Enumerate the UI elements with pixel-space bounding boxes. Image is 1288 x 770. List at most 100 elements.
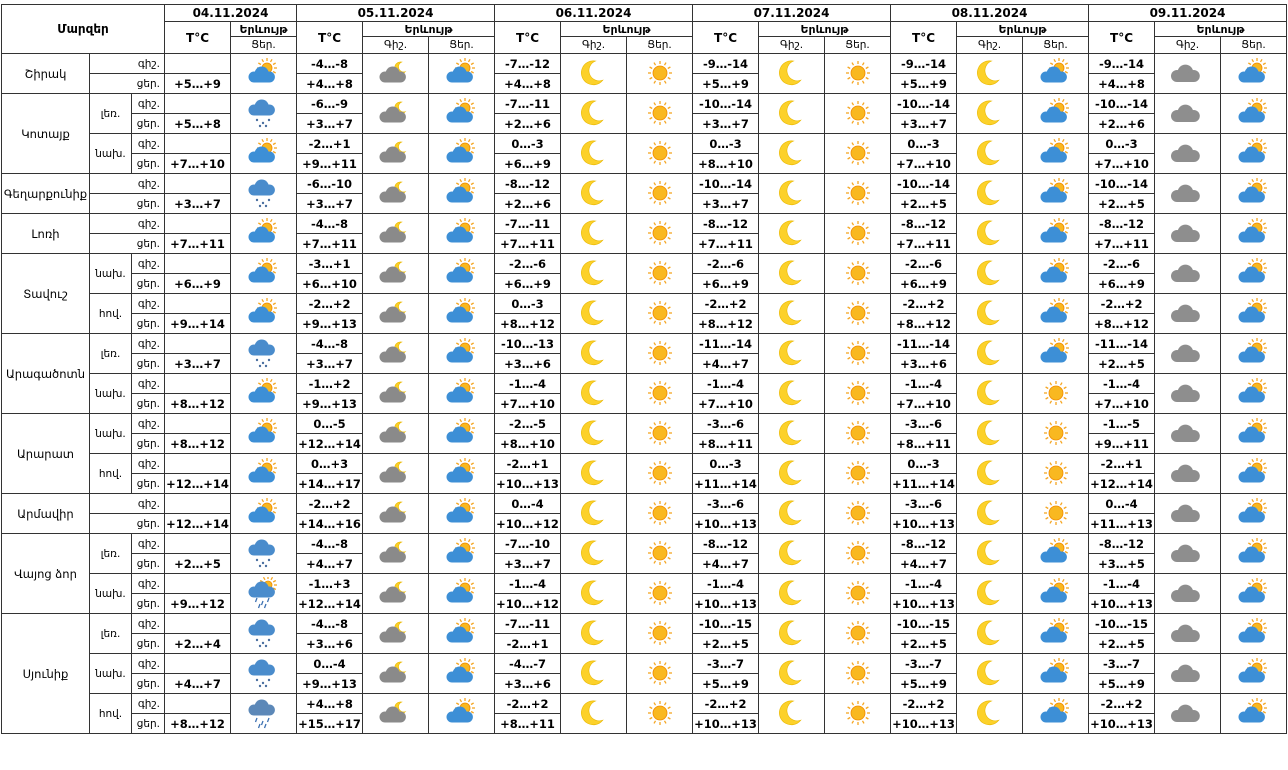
sun bbox=[845, 540, 870, 565]
weather-icon bbox=[647, 60, 672, 85]
icon-cell bbox=[1154, 173, 1222, 214]
weather-icon bbox=[1238, 497, 1267, 522]
ray bbox=[1044, 476, 1049, 480]
icon-cell bbox=[230, 333, 298, 374]
zone: լեռ. bbox=[89, 613, 132, 654]
night-row: Արարատ նախ. գիշ. 0…-5 -2…-5 -3…-6 -3…-6 -1…-5 bbox=[1, 413, 1288, 494]
cloud bbox=[379, 226, 406, 242]
ray bbox=[1262, 101, 1266, 105]
ray bbox=[470, 541, 474, 545]
temp: -10…-14 bbox=[1088, 173, 1156, 194]
ray bbox=[1247, 661, 1251, 665]
icon-cell bbox=[1154, 573, 1222, 614]
ray bbox=[846, 116, 851, 120]
icon-cell bbox=[824, 173, 892, 214]
sun-disc bbox=[652, 665, 667, 680]
temp: +3…+6 bbox=[296, 633, 364, 654]
ray bbox=[1064, 701, 1068, 705]
day-row: ցեր. +6…+9 +6…+10 +6…+9 +6…+9 +6…+9 +6…+9 bbox=[2, 273, 1287, 294]
cloud-part bbox=[253, 668, 269, 675]
icon-cell bbox=[1022, 293, 1090, 334]
ray bbox=[861, 519, 865, 524]
temp: 0…-3 bbox=[692, 453, 760, 474]
icon-cell bbox=[362, 413, 430, 454]
ray bbox=[663, 461, 667, 466]
cloud-part bbox=[1045, 275, 1061, 282]
cloud bbox=[446, 66, 473, 82]
temp: -2…+2 bbox=[692, 293, 760, 314]
ray bbox=[470, 70, 474, 74]
icon-cell bbox=[1022, 253, 1090, 294]
ray bbox=[846, 716, 851, 720]
cloud-part bbox=[384, 555, 400, 562]
sun bbox=[1043, 420, 1068, 445]
ray bbox=[1250, 178, 1254, 182]
cloud bbox=[379, 426, 406, 442]
ray bbox=[260, 298, 264, 302]
weather-icon bbox=[580, 60, 604, 85]
raindrop bbox=[266, 597, 270, 602]
weather-icon bbox=[778, 700, 802, 725]
weather-icon bbox=[580, 100, 604, 125]
day-row: ցեր. +3…+7 +3…+7 +3…+6 +4…+7 +3…+6 +2…+5 bbox=[2, 353, 1287, 374]
weather-icon bbox=[778, 220, 802, 245]
cloud-part bbox=[253, 548, 269, 555]
ray bbox=[455, 621, 459, 625]
cloud-part bbox=[1176, 474, 1194, 482]
weather-icon bbox=[248, 699, 275, 728]
cloud-part bbox=[1176, 194, 1194, 202]
cloud bbox=[446, 546, 473, 562]
sun bbox=[845, 140, 870, 165]
cloud bbox=[248, 266, 275, 282]
temp: +12…+14 bbox=[296, 433, 364, 454]
ray bbox=[861, 319, 865, 324]
ray bbox=[1247, 221, 1251, 225]
snowflake bbox=[267, 358, 270, 361]
ray bbox=[861, 239, 865, 244]
night-row: Վայոց ձոր լեռ. գիշ. -4…-8 -7…-10 -8…-12 -8…-12… bbox=[1, 533, 1288, 614]
zone: նախ. bbox=[89, 413, 132, 454]
temp: +3…+7 bbox=[296, 113, 364, 134]
temp: +10…+13 bbox=[890, 513, 958, 534]
ray bbox=[846, 425, 851, 429]
temp: -8…-12 bbox=[692, 213, 760, 234]
date: 08.11.2024 bbox=[890, 4, 1090, 22]
moon bbox=[580, 500, 604, 525]
ray bbox=[272, 421, 276, 425]
zone: նախ. bbox=[89, 133, 132, 174]
icon-cell bbox=[626, 253, 694, 294]
icon-cell bbox=[230, 293, 298, 334]
ray bbox=[272, 61, 276, 65]
ray bbox=[1259, 258, 1263, 262]
ray bbox=[846, 65, 851, 69]
weather-icon bbox=[845, 660, 870, 685]
ray bbox=[467, 418, 471, 422]
icon-cell bbox=[758, 653, 826, 694]
ray bbox=[1262, 150, 1266, 154]
cloud bbox=[1040, 306, 1067, 322]
ray bbox=[455, 341, 459, 345]
weather-icon bbox=[379, 221, 406, 242]
temp-empty bbox=[164, 53, 232, 74]
ray bbox=[1247, 301, 1251, 305]
weather-icon bbox=[778, 100, 802, 125]
ray bbox=[1048, 519, 1052, 524]
cloud bbox=[248, 146, 275, 162]
date: 09.11.2024 bbox=[1088, 4, 1288, 22]
weather-icon bbox=[1238, 297, 1267, 322]
temp: -10…-14 bbox=[692, 173, 760, 194]
ray bbox=[861, 679, 865, 684]
night-row: Տավուշ նախ. գիշ. -3…+1 -2…-6 -2…-6 -2…-6 -2…-6 bbox=[1, 253, 1288, 334]
weather-icon bbox=[647, 580, 672, 605]
temp: +10…+13 bbox=[692, 513, 760, 534]
icon-cell bbox=[362, 493, 430, 534]
ray bbox=[850, 719, 854, 724]
weather-icon bbox=[1238, 257, 1267, 282]
icon-cell bbox=[626, 413, 694, 454]
cloud-part bbox=[384, 155, 400, 162]
temp: +2…+5 bbox=[692, 633, 760, 654]
ray bbox=[1250, 138, 1254, 142]
ray bbox=[1262, 341, 1266, 345]
temp-header: T°C bbox=[494, 21, 562, 54]
weather-icon bbox=[647, 340, 672, 365]
